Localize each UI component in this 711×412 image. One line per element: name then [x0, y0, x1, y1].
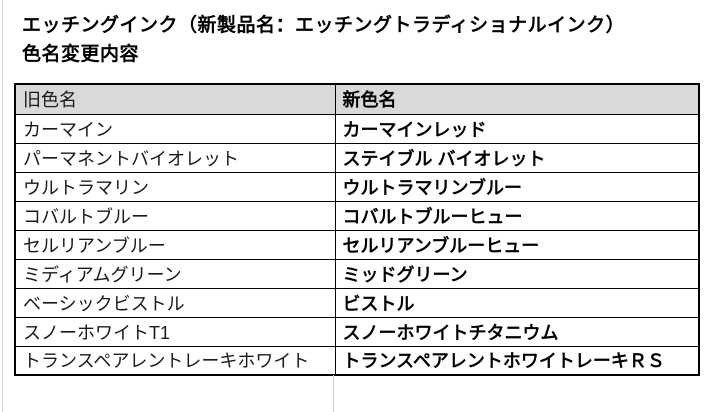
new-color-name-header: 新色名	[334, 83, 700, 115]
color-rename-table: 旧色名 新色名 カーマイン カーマインレッド パーマネントバイオレット ステイブ…	[14, 83, 700, 376]
old-color-name: ミディアムグリーン	[14, 258, 336, 289]
table-row: ウルトラマリン ウルトラマリンブルー	[14, 171, 700, 202]
new-color-name: カーマインレッド	[334, 113, 700, 144]
table-row: パーマネントバイオレット ステイブル バイオレット	[14, 142, 700, 173]
new-color-name: ステイブル バイオレット	[334, 142, 700, 173]
new-color-name: トランスペアレントホワイトレーキＲＳ	[334, 345, 700, 376]
old-color-name: スノーホワイトT1	[14, 316, 336, 347]
table-row: セルリアンブルー セルリアンブルーヒュー	[14, 229, 700, 260]
table-row: コバルトブルー コバルトブルーヒュー	[14, 200, 700, 231]
new-color-name: コバルトブルーヒュー	[334, 200, 700, 231]
new-color-name: ミッドグリーン	[334, 258, 700, 289]
page-edge-line	[2, 0, 3, 412]
table-header-row: 旧色名 新色名	[14, 83, 700, 115]
column-divider-extension-line	[333, 375, 334, 412]
new-color-name: セルリアンブルーヒュー	[334, 229, 700, 260]
new-color-name: スノーホワイトチタニウム	[334, 316, 700, 347]
old-color-name: ベーシックビストル	[14, 287, 336, 318]
table-row: スノーホワイトT1 スノーホワイトチタニウム	[14, 316, 700, 347]
table-row: ミディアムグリーン ミッドグリーン	[14, 258, 700, 289]
section-title: 色名変更内容	[22, 44, 140, 65]
old-color-name: トランスペアレントレーキホワイト	[14, 345, 336, 376]
old-color-name: コバルトブルー	[14, 200, 336, 231]
table-row: カーマイン カーマインレッド	[14, 113, 700, 144]
table-row: トランスペアレントレーキホワイト トランスペアレントホワイトレーキＲＳ	[14, 345, 700, 376]
old-color-name-header: 旧色名	[14, 83, 336, 115]
document-title: エッチングインク（新製品名：エッチングトラディショナルインク）	[22, 15, 626, 36]
old-color-name: ウルトラマリン	[14, 171, 336, 202]
old-color-name: カーマイン	[14, 113, 336, 144]
new-color-name: ビストル	[334, 287, 700, 318]
table-row: ベーシックビストル ビストル	[14, 287, 700, 318]
old-color-name: セルリアンブルー	[14, 229, 336, 260]
old-color-name: パーマネントバイオレット	[14, 142, 336, 173]
new-color-name: ウルトラマリンブルー	[334, 171, 700, 202]
